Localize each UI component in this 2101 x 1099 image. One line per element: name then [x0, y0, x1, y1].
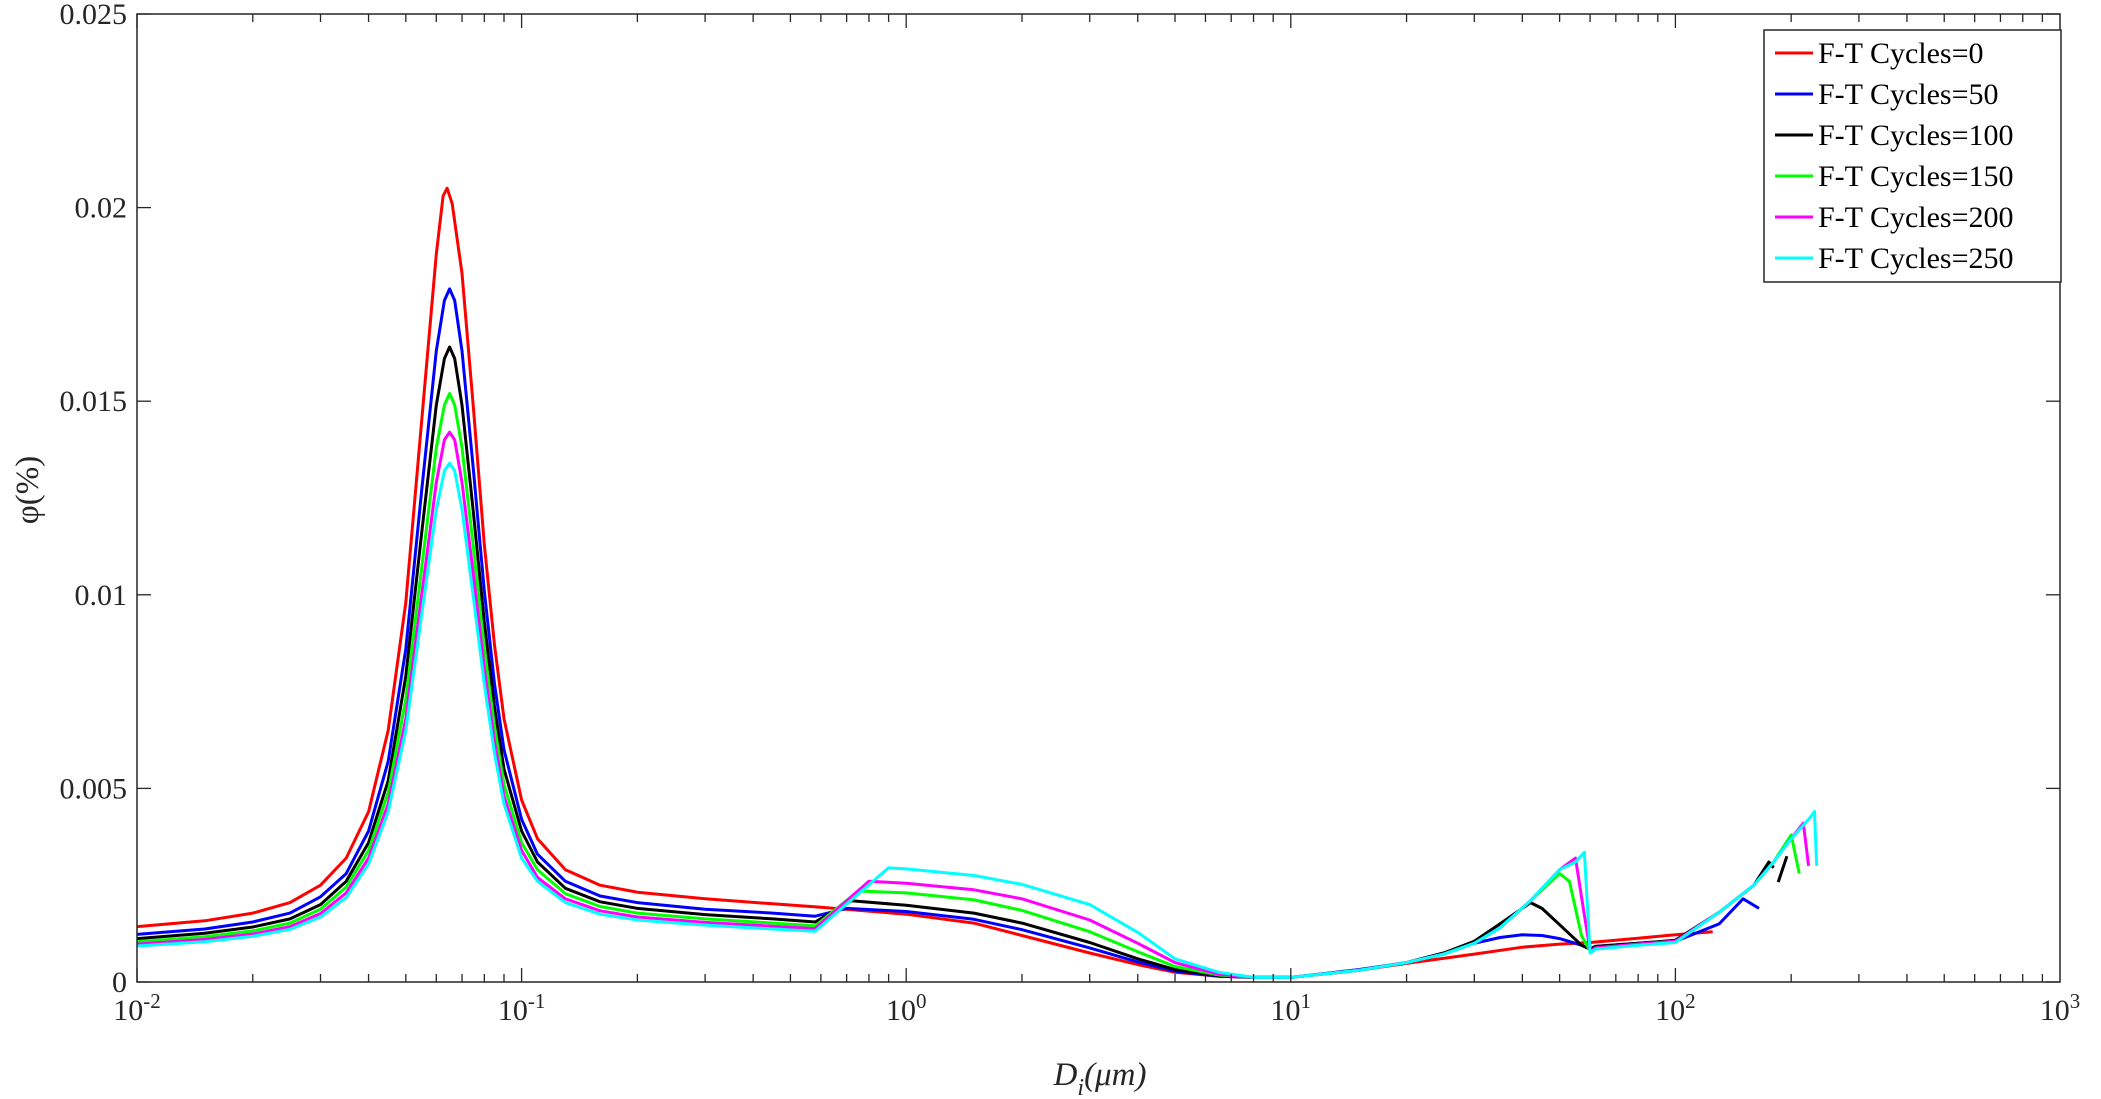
- series-f-t-cycles-50: [136, 287, 1760, 979]
- legend-label: F-T Cycles=150: [1818, 160, 2014, 193]
- x-tick-label-exponent: 2: [1685, 989, 1696, 1013]
- x-tick-label-base: 10: [886, 994, 916, 1027]
- x-tick-labels: 10-2 10-1 100 101 102 103: [113, 989, 2080, 1027]
- x-axis-label: Di(μm): [1053, 1057, 1147, 1099]
- x-tick-label: 102: [1655, 989, 1696, 1027]
- y-tick-label: 0: [112, 966, 127, 999]
- x-tick-label-exponent: 1: [1301, 989, 1312, 1013]
- x-axis-label-unit: (μm): [1084, 1057, 1146, 1093]
- x-tick-label-exponent: -1: [528, 989, 546, 1013]
- legend: F-T Cycles=0 F-T Cycles=50 F-T Cycles=100 F…: [1763, 29, 2062, 283]
- series-line: [136, 287, 1760, 979]
- legend-entries: F-T Cycles=0 F-T Cycles=50 F-T Cycles=100 F…: [1775, 37, 2014, 275]
- legend-label: F-T Cycles=50: [1818, 78, 1999, 111]
- legend-box: [1763, 29, 2062, 283]
- x-tick-label-exponent: -2: [143, 989, 161, 1013]
- x-tick-label-base: 10: [498, 994, 528, 1027]
- series-layer: [136, 186, 1819, 979]
- legend-label: F-T Cycles=0: [1818, 37, 1984, 70]
- y-tick-label: 0.005: [60, 772, 128, 805]
- x-tick-label-base: 10: [1655, 994, 1685, 1027]
- y-tick-labels: 0 0.005 0.01 0.015 0.02 0.025: [60, 0, 128, 999]
- x-axis-label-main: D: [1053, 1057, 1078, 1093]
- y-tick-label: 0.025: [60, 0, 128, 31]
- y-tick-label: 0.02: [75, 192, 128, 225]
- legend-label: F-T Cycles=100: [1818, 119, 2014, 152]
- x-tick-label: 103: [2040, 989, 2081, 1027]
- x-tick-label-base: 10: [113, 994, 143, 1027]
- x-tick-label: 100: [886, 989, 927, 1027]
- x-tick-label: 101: [1271, 989, 1312, 1027]
- legend-label: F-T Cycles=200: [1818, 201, 2014, 234]
- x-tick-label-base: 10: [2040, 994, 2070, 1027]
- y-axis-label: φ(%): [10, 456, 46, 525]
- x-axis-label-subscript: i: [1077, 1075, 1084, 1099]
- series-line: [1776, 855, 1789, 883]
- y-tick-label: 0.015: [60, 385, 128, 418]
- plot-area-frame: [136, 13, 2061, 983]
- x-tick-label-base: 10: [1271, 994, 1301, 1027]
- x-tick-label-exponent: 0: [916, 989, 927, 1013]
- x-tick-label-exponent: 3: [2070, 989, 2081, 1013]
- series-line: [136, 461, 1819, 979]
- ticks-layer: [136, 13, 2060, 983]
- series-f-t-cycles-250: [136, 461, 1819, 979]
- x-tick-label: 10-2: [113, 989, 161, 1027]
- legend-label: F-T Cycles=250: [1818, 242, 2014, 275]
- y-tick-label: 0.01: [75, 579, 128, 612]
- x-tick-label: 10-1: [498, 989, 546, 1027]
